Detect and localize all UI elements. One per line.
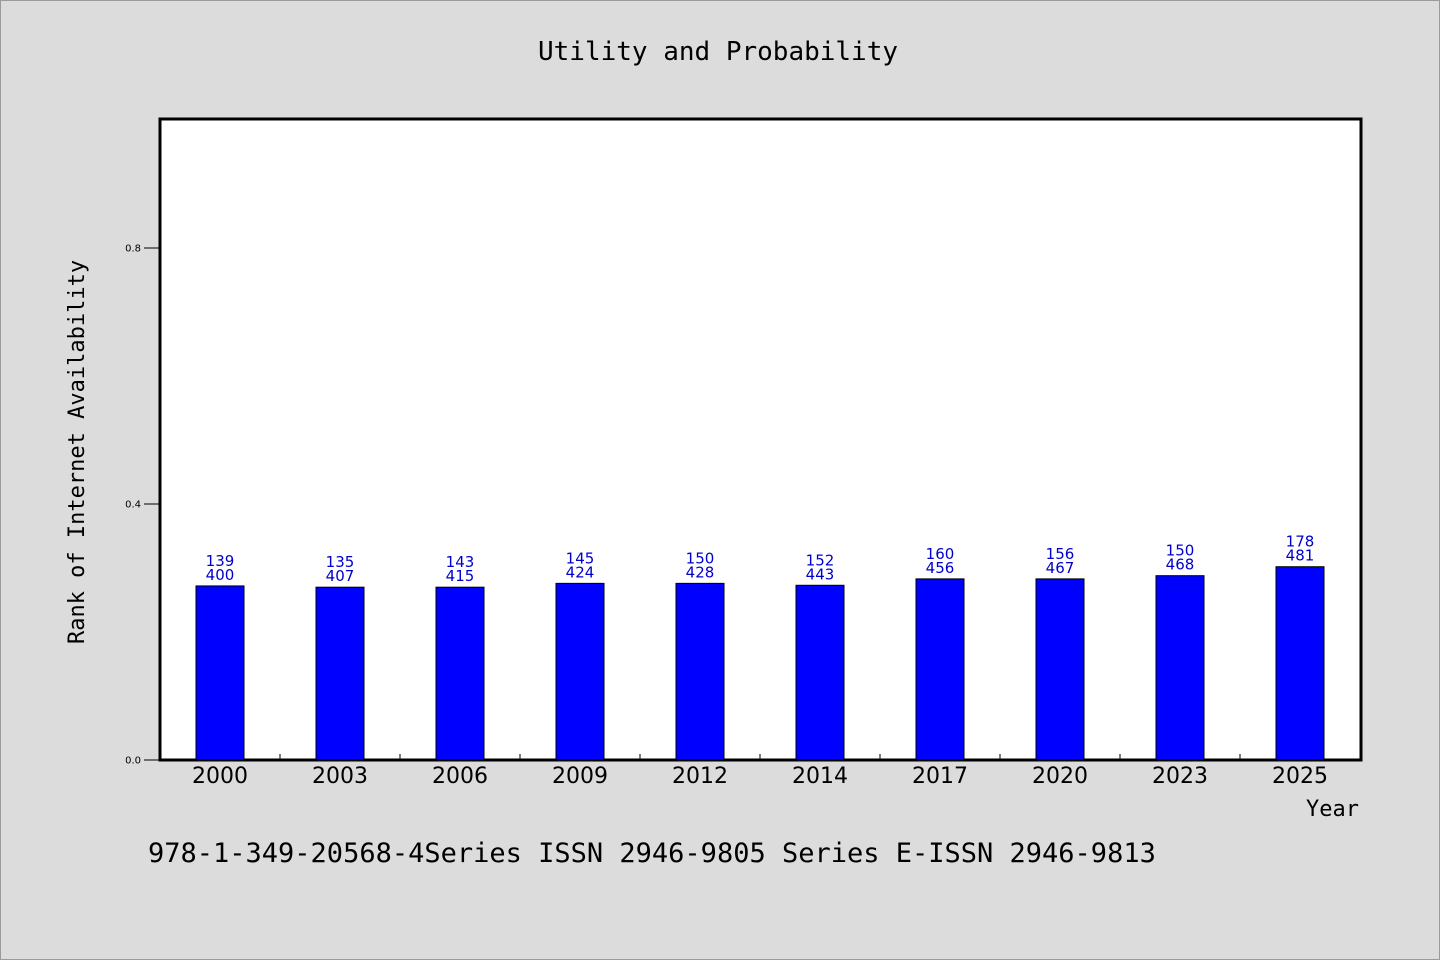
footer-isbn-issn: 978-1-349-20568-4Series ISSN 2946-9805 S… xyxy=(148,838,1156,869)
bar-2003 xyxy=(315,586,365,761)
bars xyxy=(195,566,1325,761)
x-axis-minor-ticks xyxy=(279,754,1241,760)
bar-2017 xyxy=(915,578,965,761)
x-tick-label: 2020 xyxy=(1032,764,1088,789)
x-tick-label: 2025 xyxy=(1272,764,1328,789)
data-label-top: 150 xyxy=(1166,542,1195,560)
data-label-top: 150 xyxy=(686,549,715,567)
bar-2009 xyxy=(555,582,605,761)
data-label-bottom: 468 xyxy=(1166,556,1195,574)
data-label-bottom: 400 xyxy=(206,566,235,584)
bar-2012 xyxy=(675,582,725,761)
x-axis: 2000 2003 2006 2009 2012 2014 2017 2020 2023 2025 xyxy=(192,764,1328,789)
y-tick-label: 0.8 xyxy=(125,244,141,255)
x-tick-label: 2003 xyxy=(312,764,368,789)
data-label-bottom: 467 xyxy=(1046,559,1075,577)
bar-2023 xyxy=(1155,575,1205,761)
x-tick-label: 2006 xyxy=(432,764,488,789)
x-tick-label: 2009 xyxy=(552,764,608,789)
data-label-top: 143 xyxy=(446,553,475,571)
bar-2020 xyxy=(1035,578,1085,761)
data-label-top: 156 xyxy=(1046,545,1075,563)
bar-2006 xyxy=(435,586,485,761)
data-label-bottom: 443 xyxy=(806,565,835,583)
data-label-bottom: 481 xyxy=(1286,547,1315,565)
x-tick-label: 2017 xyxy=(912,764,968,789)
data-label-top: 139 xyxy=(206,552,235,570)
y-tick-label: 0.4 xyxy=(125,500,141,511)
x-axis-title: Year xyxy=(1306,797,1359,822)
x-tick-label: 2000 xyxy=(192,764,248,789)
chart-title: Utility and Probability xyxy=(538,37,898,67)
data-label-top: 135 xyxy=(326,553,355,571)
x-tick-label: 2014 xyxy=(792,764,848,789)
bar-2014 xyxy=(795,584,845,761)
data-labels: 1394001354071434151454241504281524431604… xyxy=(206,533,1315,585)
data-label-bottom: 424 xyxy=(566,563,595,581)
data-label-top: 145 xyxy=(566,549,595,567)
data-label-top: 160 xyxy=(926,545,955,563)
data-label-bottom: 428 xyxy=(686,563,715,581)
y-axis: 0.0 0.4 0.8 xyxy=(125,244,160,767)
y-tick-label: 0.0 xyxy=(125,756,141,767)
data-label-bottom: 415 xyxy=(446,567,475,585)
bar-2000 xyxy=(195,585,245,761)
y-axis-title: Rank of Internet Availability xyxy=(65,260,90,644)
data-label-top: 178 xyxy=(1286,533,1315,551)
x-tick-label: 2023 xyxy=(1152,764,1208,789)
data-label-top: 152 xyxy=(806,551,835,569)
x-tick-label: 2012 xyxy=(672,764,728,789)
data-label-bottom: 456 xyxy=(926,559,955,577)
data-label-bottom: 407 xyxy=(326,567,355,585)
bar-2025 xyxy=(1275,566,1325,761)
